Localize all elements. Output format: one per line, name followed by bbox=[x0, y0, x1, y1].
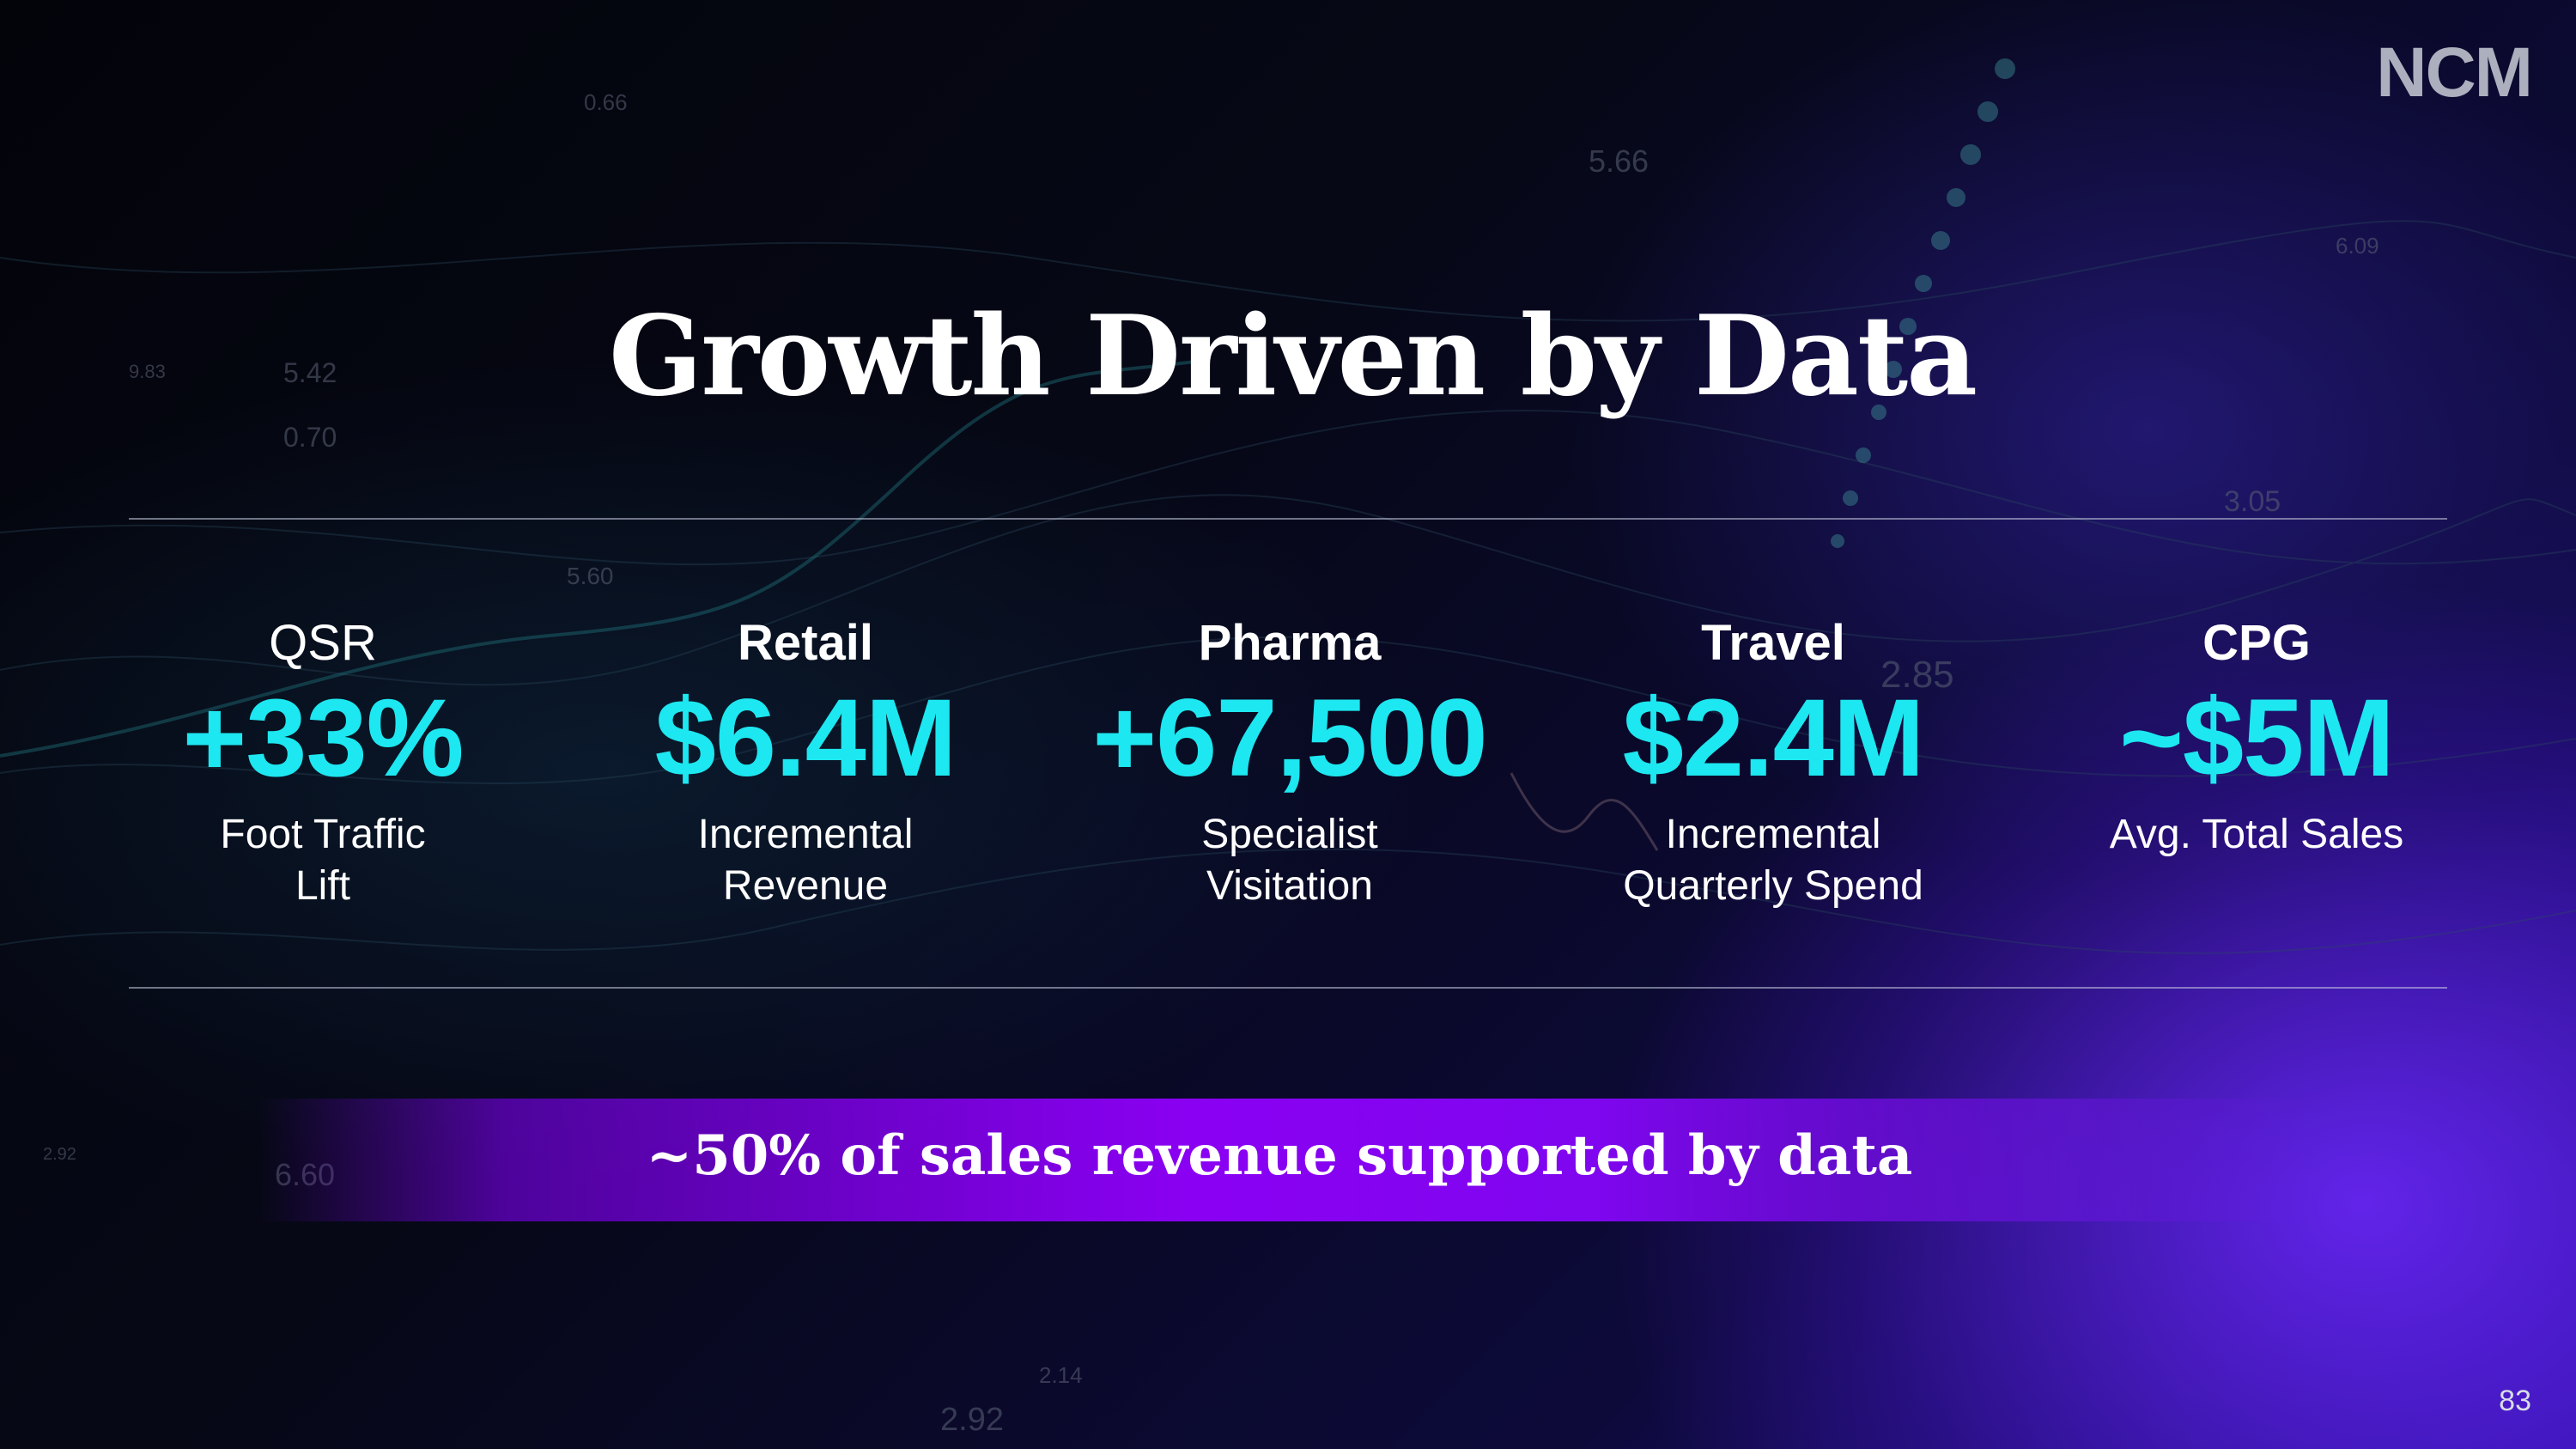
highlight-banner bbox=[258, 1099, 2318, 1221]
stat-description-line: Specialist bbox=[1201, 812, 1378, 857]
stat-description: Foot Traffic Lift bbox=[82, 809, 563, 912]
stat-value: $2.4M bbox=[1622, 677, 1925, 800]
svg-text:3.05: 3.05 bbox=[2224, 485, 2281, 518]
stat-description-line: Foot Traffic bbox=[220, 812, 426, 857]
stat-description: Incremental Revenue bbox=[565, 809, 1046, 912]
stat-description-line: Quarterly Spend bbox=[1623, 863, 1923, 909]
svg-text:2.14: 2.14 bbox=[1039, 1362, 1083, 1388]
page-number: 83 bbox=[2499, 1385, 2531, 1417]
stat-category: Retail bbox=[738, 615, 873, 671]
stat-description-line: Visitation bbox=[1206, 863, 1373, 909]
stat-category: Travel bbox=[1701, 615, 1845, 671]
stat-description-line: Lift bbox=[295, 863, 351, 909]
stat-value: +33% bbox=[182, 677, 465, 800]
stat-description-line: Incremental bbox=[1665, 812, 1881, 857]
stat-qsr: QSR +33% Foot Traffic Lift bbox=[82, 618, 563, 912]
stat-description: Incremental Quarterly Spend bbox=[1533, 809, 2014, 912]
stat-pharma: Pharma +67,500 Specialist Visitation bbox=[1049, 618, 1530, 912]
stat-value: ~$5M bbox=[2119, 677, 2395, 800]
stat-description: Specialist Visitation bbox=[1049, 809, 1530, 912]
stat-description: Avg. Total Sales bbox=[2016, 809, 2497, 861]
stat-cpg: CPG ~$5M Avg. Total Sales bbox=[2016, 618, 2497, 861]
stat-category: QSR bbox=[269, 615, 377, 671]
svg-text:9.83: 9.83 bbox=[129, 361, 166, 382]
svg-text:2.92: 2.92 bbox=[43, 1145, 76, 1164]
stat-value: $6.4M bbox=[654, 677, 957, 800]
stat-description-line: Revenue bbox=[722, 863, 889, 909]
stat-description-line: Incremental bbox=[697, 812, 914, 857]
svg-text:5.42: 5.42 bbox=[283, 357, 337, 388]
svg-text:0.70: 0.70 bbox=[283, 422, 337, 453]
slide-title: Growth Driven by Data bbox=[609, 292, 1978, 421]
stat-category: Pharma bbox=[1198, 615, 1382, 671]
divider-bottom bbox=[129, 987, 2447, 989]
highlight-banner-text: ~50% of sales revenue supported by data bbox=[646, 1123, 1913, 1188]
svg-text:2.85: 2.85 bbox=[1880, 654, 1954, 696]
stat-category: CPG bbox=[2202, 615, 2311, 671]
svg-text:5.60: 5.60 bbox=[567, 563, 614, 589]
svg-text:6.09: 6.09 bbox=[2336, 233, 2379, 259]
stat-description-line: Avg. Total Sales bbox=[2109, 812, 2404, 857]
stat-retail: Retail $6.4M Incremental Revenue bbox=[565, 618, 1046, 912]
ncm-logo: NCM bbox=[2376, 33, 2533, 112]
svg-text:5.66: 5.66 bbox=[1589, 143, 1649, 179]
svg-text:2.92: 2.92 bbox=[940, 1402, 1004, 1438]
stat-travel: Travel $2.4M Incremental Quarterly Spend bbox=[1533, 618, 2014, 912]
stat-value: +67,500 bbox=[1092, 677, 1487, 800]
divider-top bbox=[129, 518, 2447, 520]
svg-text:0.66: 0.66 bbox=[584, 89, 628, 115]
